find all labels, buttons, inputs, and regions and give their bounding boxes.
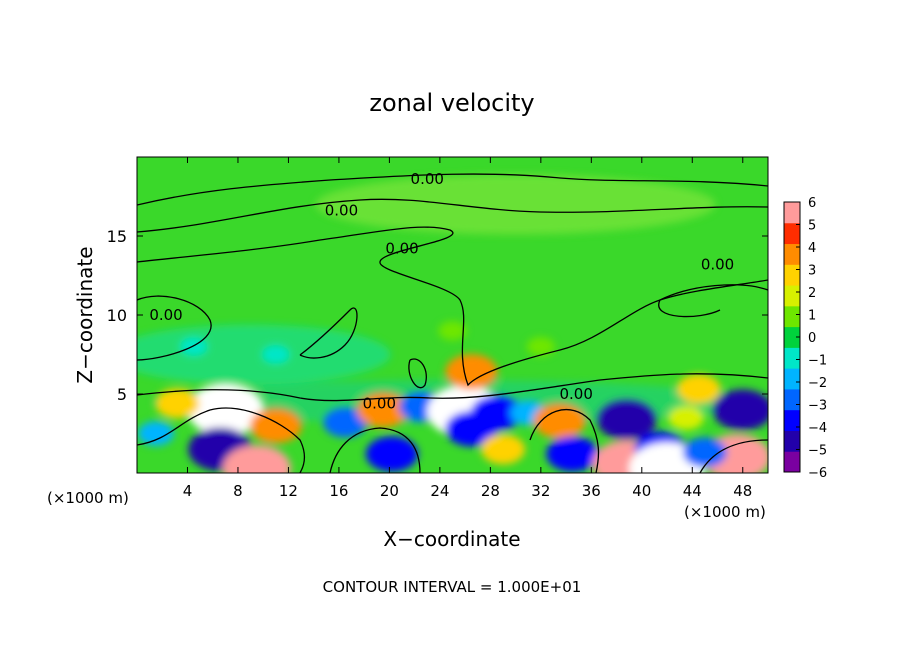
shade-upper [315, 174, 716, 235]
y-tick-label-2: 15 [107, 227, 127, 246]
x-tick-label-8: 36 [582, 482, 601, 500]
velocity-feature-26 [676, 374, 721, 405]
velocity-feature-22 [667, 405, 704, 430]
velocity-feature-23 [712, 389, 768, 431]
zero-contour-7 [329, 427, 421, 473]
x-tick-label-5: 24 [430, 482, 449, 500]
y-axis-ticks: 5 10 15 [107, 227, 768, 404]
x-tick-label-2: 12 [279, 482, 298, 500]
velocity-feature-16 [533, 403, 586, 439]
contour-interval-note: CONTOUR INTERVAL = 1.000E+01 [323, 578, 582, 596]
x-tick-label-0: 4 [183, 482, 193, 500]
colorbar: 6 5 4 3 2 1 0 −1 −2 −3 −4 −5 −6 [783, 196, 827, 481]
velocity-feature-25 [682, 437, 727, 468]
contour-label-0: 0.00 [411, 170, 444, 188]
colorbar-tick-label-1: 5 [808, 219, 816, 234]
velocity-feature-30 [261, 344, 290, 365]
colorbar-swatch-3 [784, 388, 800, 411]
zero-contour-8 [529, 409, 600, 473]
contour-label-6: 0.00 [559, 385, 592, 403]
velocity-feature-0 [187, 383, 264, 436]
colorbar-tick-label-11: −5 [808, 444, 827, 459]
velocity-feature-4 [155, 388, 200, 419]
colorbar-swatch-5 [784, 347, 800, 369]
contour-label-1: 0.00 [325, 202, 358, 220]
x-tick-label-10: 44 [683, 482, 702, 500]
colorbar-swatch-12 [784, 202, 800, 224]
velocity-feature-12 [470, 395, 523, 431]
colorbar-swatch-2 [784, 409, 800, 431]
zero-contour-9 [699, 439, 768, 473]
contour-label-5: 0.00 [363, 394, 396, 412]
contour-label-2: 0.00 [385, 240, 418, 258]
colorbar-swatch-0 [784, 451, 800, 473]
velocity-feature-27 [438, 321, 467, 341]
colorbar-tick-label-5: 1 [808, 309, 816, 324]
velocity-feature-2 [222, 445, 291, 473]
velocity-feature-5 [137, 421, 174, 446]
velocity-feature-14 [445, 354, 498, 390]
colorbar-swatch-4 [784, 368, 800, 390]
colorbar-swatch-7 [784, 305, 800, 328]
colorbar-swatch-9 [784, 264, 800, 286]
colorbar-tick-label-2: 4 [808, 241, 816, 256]
velocity-feature-18 [596, 398, 657, 440]
contour-label-3: 0.00 [701, 255, 734, 273]
velocity-feature-8 [365, 436, 418, 472]
x-tick-label-1: 8 [233, 482, 243, 500]
contour-labels: 0.00 0.00 0.00 0.00 0.00 0.00 0.00 [149, 170, 734, 412]
velocity-feature-3 [249, 407, 302, 444]
x-tick-label-11: 48 [733, 482, 752, 500]
velocity-feature-13 [480, 434, 525, 465]
zero-contour-5 [137, 373, 768, 402]
colorbar-tick-label-12: −6 [808, 466, 827, 481]
colorbar-tick-label-3: 3 [808, 264, 816, 279]
colorbar-tick-label-9: −3 [808, 399, 827, 414]
velocity-feature-28 [526, 337, 555, 357]
zero-contour-3 [137, 295, 212, 361]
x-tick-label-6: 28 [481, 482, 500, 500]
colorbar-swatch-8 [784, 285, 800, 307]
x-tick-label-4: 20 [380, 482, 399, 500]
y-tick-label-0: 5 [117, 385, 127, 404]
shade-lower-left [137, 324, 391, 385]
colorbar-tick-label-8: −2 [808, 376, 827, 391]
colorbar-swatch-1 [784, 430, 800, 452]
velocity-feature-7 [357, 392, 410, 428]
heatmap-blobs [137, 174, 768, 473]
x-unit-left: (×1000 m) [47, 489, 129, 507]
x-unit-right: (×1000 m) [684, 503, 766, 521]
velocity-feature-6 [323, 407, 368, 438]
colorbar-swatch-10 [784, 243, 800, 265]
contour-label-4: 0.00 [149, 306, 182, 324]
colorbar-swatch-11 [784, 222, 800, 245]
colorbar-tick-label-6: 0 [808, 331, 816, 346]
zero-contour-2 [137, 226, 768, 387]
heatmap-field: 0.00 0.00 0.00 0.00 0.00 0.00 0.00 [137, 157, 768, 473]
zero-contour-10 [408, 358, 427, 389]
x-axis-ticks: 4 8 12 16 20 24 28 32 36 40 44 48 [183, 157, 752, 500]
zero-contour-4 [299, 307, 358, 359]
colorbar-tick-label-4: 2 [808, 286, 816, 301]
colorbar-tick-label-0: 6 [808, 196, 816, 211]
y-tick-label-1: 10 [107, 306, 127, 325]
zero-contour-6 [137, 407, 306, 473]
zero-contour-11 [658, 284, 768, 318]
zero-contour-0 [137, 173, 768, 206]
x-tick-label-9: 40 [632, 482, 651, 500]
zero-contour-1 [137, 198, 768, 233]
x-tick-label-3: 16 [329, 482, 348, 500]
colorbar-swatch-6 [784, 326, 800, 348]
colorbar-tick-label-10: −4 [808, 421, 827, 436]
velocity-feature-17 [546, 436, 599, 472]
x-tick-label-7: 32 [531, 482, 550, 500]
contour-lines [137, 173, 768, 473]
x-axis-label: X−coordinate [383, 527, 520, 551]
y-axis-label: Z−coordinate [73, 246, 97, 383]
chart-title: zonal velocity [369, 89, 534, 117]
colorbar-tick-label-7: −1 [808, 354, 827, 369]
